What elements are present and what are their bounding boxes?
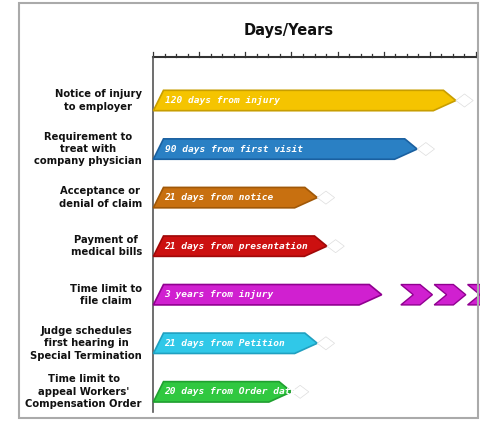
Text: Notice of injury
to employer: Notice of injury to employer <box>55 89 142 112</box>
Polygon shape <box>400 285 432 305</box>
Text: Payment of
medical bills: Payment of medical bills <box>71 235 142 257</box>
Text: 21 days from presentation: 21 days from presentation <box>164 242 308 250</box>
Polygon shape <box>153 187 317 208</box>
Polygon shape <box>153 333 317 354</box>
Text: 21 days from Petition: 21 days from Petition <box>164 339 285 348</box>
Polygon shape <box>326 240 344 253</box>
Text: Judge schedules
first hearing in
Special Termination: Judge schedules first hearing in Special… <box>30 326 142 361</box>
Polygon shape <box>317 337 334 350</box>
Polygon shape <box>433 285 465 305</box>
Text: 120 days from injury: 120 days from injury <box>164 96 279 105</box>
Polygon shape <box>153 285 381 305</box>
Text: Days/Years: Days/Years <box>243 24 333 38</box>
Text: 21 days from notice: 21 days from notice <box>164 193 273 202</box>
Text: Acceptance or
denial of claim: Acceptance or denial of claim <box>59 187 142 209</box>
Polygon shape <box>317 191 334 204</box>
Text: 20 days from Order date: 20 days from Order date <box>164 387 296 396</box>
Polygon shape <box>291 385 308 398</box>
Text: Time limit to
appeal Workers'
Compensation Order: Time limit to appeal Workers' Compensati… <box>25 374 142 409</box>
Polygon shape <box>153 236 326 256</box>
Polygon shape <box>153 91 455 111</box>
Polygon shape <box>153 139 416 159</box>
Text: 90 days from first visit: 90 days from first visit <box>164 144 302 154</box>
Text: Requirement to
treat with
company physician: Requirement to treat with company physic… <box>34 132 142 166</box>
Polygon shape <box>416 143 433 156</box>
Polygon shape <box>153 381 291 402</box>
Polygon shape <box>467 285 480 305</box>
Polygon shape <box>455 94 472 107</box>
Text: 3 years from injury: 3 years from injury <box>164 290 273 299</box>
Text: Time limit to
file claim: Time limit to file claim <box>70 283 142 306</box>
